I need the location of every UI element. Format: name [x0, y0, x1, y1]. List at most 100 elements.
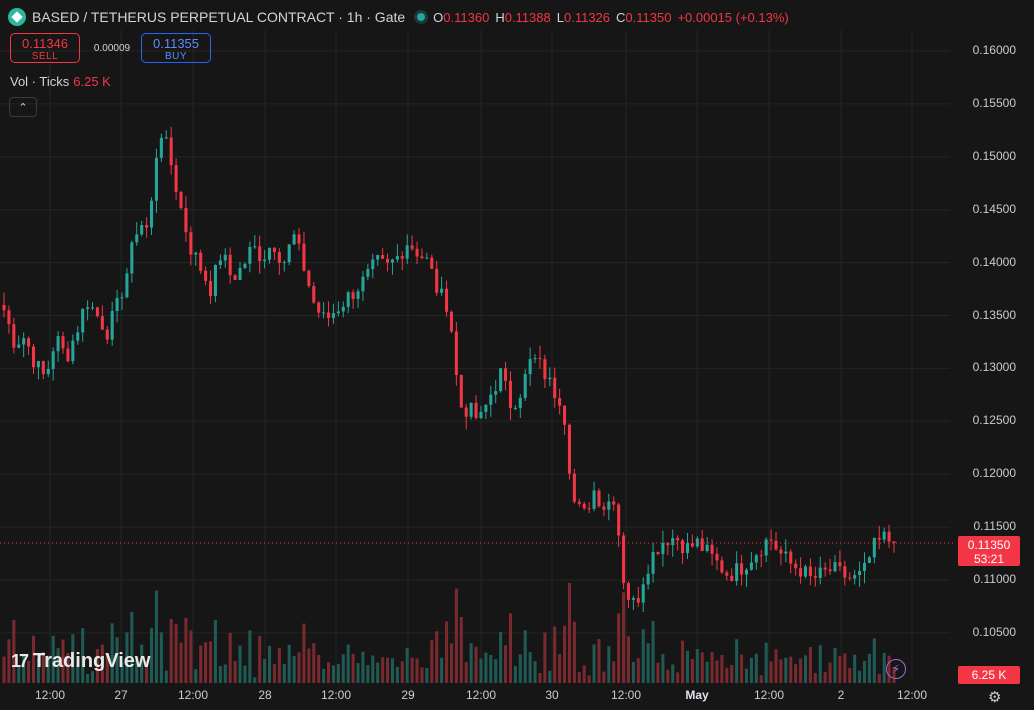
candle-body: [872, 537, 876, 558]
volume-bar: [681, 640, 685, 683]
volume-bar: [744, 668, 749, 683]
ohlc-open: O0.11360: [433, 9, 490, 25]
tradingview-logo-mark: 17: [11, 651, 29, 671]
volume-bar: [366, 665, 370, 683]
volume-bar: [508, 613, 512, 683]
ohlc-close: C0.11350: [616, 9, 672, 25]
volume-bar: [56, 648, 60, 683]
price-axis-label: 0.13000: [972, 360, 1016, 375]
volume-bar: [641, 629, 645, 683]
candle-body: [248, 246, 252, 264]
candle-body: [803, 566, 808, 577]
candle-body: [715, 553, 719, 561]
volume-bar: [784, 657, 788, 683]
candle-body: [818, 567, 822, 578]
price-axis-label: 0.12500: [972, 413, 1016, 428]
candle-body: [7, 310, 11, 325]
candle-body: [774, 540, 778, 550]
candle-body: [592, 490, 596, 509]
volume-bar: [725, 667, 729, 683]
volume-bar: [341, 654, 345, 683]
ohlc-low: L0.11326: [556, 9, 611, 25]
candle-body: [572, 473, 576, 502]
candle-body: [405, 245, 409, 259]
volume-bar: [656, 662, 660, 683]
candle-body: [671, 538, 675, 546]
candle-body: [666, 543, 670, 546]
volume-bar: [602, 671, 606, 683]
volume-bar: [7, 639, 11, 683]
time-axis-label: 27: [114, 688, 128, 702]
candle-body: [690, 543, 694, 547]
symbol-title[interactable]: BASED / TETHERUS PERPETUAL CONTRACT · 1h…: [32, 9, 406, 25]
volume-bar: [371, 655, 375, 683]
candle-body: [346, 292, 350, 307]
candle-body: [749, 562, 753, 570]
volume-bar: [553, 626, 557, 683]
price-axis-label: 0.14000: [972, 254, 1016, 269]
volume-bar: [66, 652, 70, 683]
volume-bar: [818, 645, 822, 683]
price-axis-label: 0.11000: [973, 572, 1017, 586]
candle-body: [651, 551, 655, 574]
volume-bar: [474, 646, 478, 683]
candle-body: [292, 234, 296, 245]
volume-bar: [376, 662, 380, 683]
candle-body: [504, 368, 508, 381]
volume-legend[interactable]: Vol · Ticks 6.25 K: [10, 74, 111, 89]
candle-body: [435, 268, 439, 293]
candle-body: [769, 539, 773, 541]
tradingview-logo[interactable]: 17 TradingView: [11, 650, 150, 673]
volume-bar: [194, 669, 198, 683]
volume-bar: [327, 662, 331, 683]
candle-body: [474, 402, 478, 419]
volume-bar: [459, 616, 463, 683]
candle-body: [617, 504, 621, 536]
candle-body: [464, 407, 468, 417]
last-price-tag: 0.11350 53:21: [958, 536, 1020, 566]
candle-body: [445, 288, 449, 312]
volume-bar: [346, 644, 350, 683]
volume-bar: [76, 663, 80, 683]
volume-bar: [189, 630, 193, 683]
volume-bar: [223, 664, 227, 683]
volume-bar: [464, 662, 468, 683]
volume-bar: [543, 632, 547, 683]
volume-bar: [2, 656, 6, 683]
collapse-legend-button[interactable]: ⌃: [9, 97, 37, 117]
volume-bar: [794, 664, 798, 683]
gear-icon[interactable]: ⚙︎: [988, 689, 1002, 706]
volume-bar: [86, 673, 90, 683]
volume-bar: [351, 653, 355, 683]
candle-body: [395, 256, 399, 260]
volume-bar: [567, 582, 571, 683]
volume-bar: [386, 657, 390, 683]
buy-button[interactable]: 0.11355 BUY: [141, 33, 211, 63]
candle-body: [553, 377, 557, 399]
based-coin-icon[interactable]: [8, 8, 26, 26]
candle-body: [81, 308, 85, 333]
volume-bar: [410, 657, 414, 683]
volume-bar: [425, 667, 429, 683]
volume-bar: [12, 619, 16, 683]
volume-bar: [538, 672, 542, 683]
lightning-icon[interactable]: ⚡︎: [886, 659, 906, 679]
last-price-value: 0.11350: [967, 538, 1011, 552]
volume-bar: [90, 671, 95, 683]
candle-body: [563, 405, 567, 425]
volume-bar: [504, 645, 508, 683]
candle-body: [508, 380, 512, 408]
candle-body: [587, 508, 591, 510]
candle-body: [179, 191, 183, 208]
candle-body: [700, 538, 704, 552]
volume-bar: [720, 654, 724, 683]
candle-body: [71, 340, 75, 362]
volume-bar: [238, 645, 242, 683]
candle-body: [322, 312, 326, 314]
sell-button[interactable]: 0.11346 SELL: [10, 33, 80, 63]
volume-bar: [140, 644, 144, 683]
volume-bar: [582, 665, 586, 683]
candle-body: [366, 269, 370, 277]
candle-body: [681, 540, 685, 554]
